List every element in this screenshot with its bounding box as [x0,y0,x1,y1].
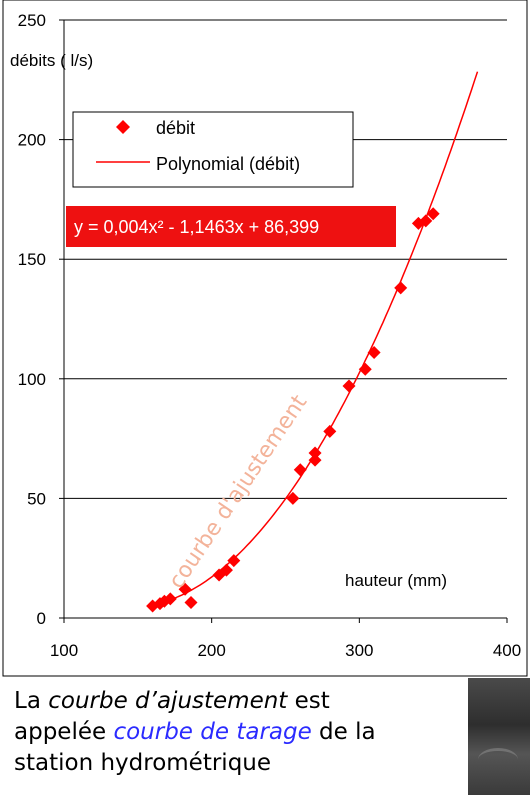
y-tick-label: 150 [18,250,46,269]
equation-text: y = 0,004x² - 1,1463x + 86,399 [74,217,319,237]
caption-line-3: station hydrométrique [14,750,272,776]
y-tick-label: 100 [18,370,46,389]
x-tick-label: 200 [197,641,225,660]
caption: La courbe d’ajustement est appelée courb… [14,686,454,779]
data-point [367,345,381,359]
data-point [342,379,356,393]
y-tick-label: 200 [18,131,46,150]
caption-text: appelée [14,719,114,745]
legend: débit Polynomial (débit) [72,111,354,188]
y-tick-label: 50 [27,489,46,508]
y-tick-label: 250 [18,11,46,30]
data-points [146,207,440,613]
caption-emphasis: courbe d’ajustement [48,688,288,714]
caption-text: est [287,688,330,714]
rating-curve-chart: 0 50 100 150 200 250 100 200 300 400 débits ( l/… [2,0,528,677]
equation-background [66,206,396,247]
legend-label-debit: débit [156,118,195,138]
data-point [178,582,192,596]
equation-label: y = 0,004x² - 1,1463x + 86,399 [66,206,396,247]
legend-diamond-marker [116,120,130,134]
x-tick-label: 100 [50,641,78,660]
data-point [394,281,408,295]
caption-line-2: appelée courbe de tarage de la [14,717,454,748]
data-point [286,491,300,505]
x-tick-label: 400 [493,641,521,660]
legend-box [72,111,354,188]
y-axis-label: débits ( l/s) [10,51,93,70]
caption-text: de la [311,719,376,745]
data-point [308,453,322,467]
data-point [308,446,322,460]
data-point [358,362,372,376]
data-point [227,554,241,568]
data-point [219,563,233,577]
x-tick-label: 300 [345,641,373,660]
caption-text: La [14,688,49,714]
data-point [163,592,177,606]
data-point [419,214,433,228]
caption-highlight: courbe de tarage [113,719,312,745]
legend-label-polynomial: Polynomial (débit) [156,154,300,174]
x-axis-label: hauteur (mm) [345,571,447,590]
chart-frame [2,0,528,677]
data-point [426,207,440,221]
station-photo [468,678,530,795]
caption-line-1: La courbe d’ajustement est [14,686,454,717]
data-point [184,595,198,609]
data-point [293,463,307,477]
axes [59,19,508,623]
data-point [323,424,337,438]
y-tick-labels: 0 50 100 150 200 250 [18,11,46,628]
y-tick-label: 0 [37,609,46,628]
x-tick-labels: 100 200 300 400 [50,641,521,660]
